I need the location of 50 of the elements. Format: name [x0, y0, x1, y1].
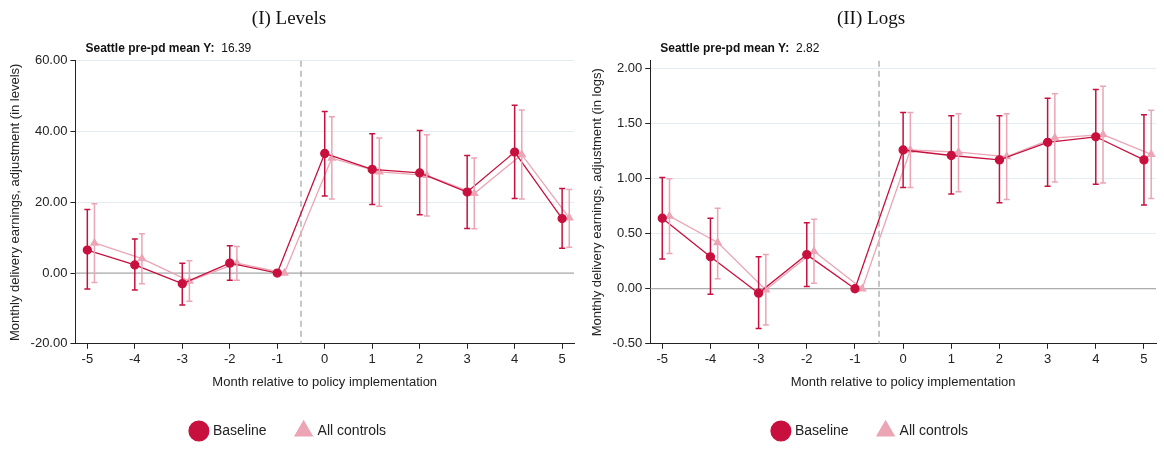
y-tick-label: 60.00	[34, 52, 68, 68]
point	[858, 284, 867, 292]
x-tick-label: 2	[416, 351, 424, 367]
point	[280, 268, 289, 276]
x-tick-label: 4	[511, 351, 519, 367]
x-tick-label: -4	[704, 351, 717, 367]
x-tick-label: 1	[368, 351, 376, 367]
y-tick-label: -0.50	[612, 335, 643, 351]
y-axis-title: Monthly delivery earnings, adjustment (in levels)	[7, 63, 23, 342]
point	[850, 284, 860, 294]
x-tick-label: 2	[995, 351, 1004, 367]
y-tick-label: 1.50	[616, 115, 643, 131]
x-tick-label: -2	[801, 351, 813, 367]
chart-title: (II) Logs	[836, 7, 906, 30]
text: Seattle pre-pd mean Y: 2.82	[660, 41, 820, 56]
x-tick-label: -2	[223, 351, 236, 367]
x-tick-label: -3	[752, 351, 765, 367]
point	[90, 238, 99, 246]
legend-label: Baseline	[212, 421, 267, 438]
legend-label: All controls	[317, 421, 387, 438]
x-tick-label: -5	[81, 351, 94, 367]
legend-label: All controls	[899, 421, 969, 438]
x-tick-label: 4	[1092, 351, 1100, 367]
x-axis-title: Month relative to policy implementation	[212, 373, 438, 389]
y-tick-label: 2.00	[616, 60, 643, 76]
x-tick-label: 0	[899, 351, 907, 367]
x-tick-label: 0	[321, 351, 329, 367]
x-tick-label: 3	[1044, 351, 1052, 367]
x-axis-title: Month relative to policy implementation	[790, 373, 1016, 389]
x-tick-label: -1	[849, 351, 861, 367]
x-tick-label: 1	[947, 351, 955, 367]
x-tick-label: 5	[558, 351, 566, 367]
x-tick-label: -5	[656, 351, 669, 367]
point	[272, 268, 282, 278]
x-tick-label: 5	[1140, 351, 1148, 367]
x-tick-label: -3	[176, 351, 189, 367]
legend-label: Baseline	[794, 421, 849, 438]
y-axis-title: Monthly delivery earnings, adjustment (in logs)	[589, 68, 605, 337]
y-tick-label: 1.00	[616, 170, 643, 186]
x-tick-label: 3	[463, 351, 471, 367]
y-tick-label: -20.00	[30, 335, 68, 351]
y-tick-label: 20.00	[34, 193, 68, 209]
chart-title: (I) Levels	[251, 7, 327, 30]
y-tick-label: 40.00	[34, 123, 68, 139]
y-tick-label: 0.00	[42, 264, 68, 280]
text: Seattle pre-pd mean Y: 16.39	[85, 41, 252, 56]
y-tick-label: 0.50	[616, 225, 643, 241]
x-tick-label: -4	[129, 351, 141, 367]
y-tick-label: 0.00	[616, 280, 643, 296]
x-tick-label: -1	[271, 351, 284, 367]
